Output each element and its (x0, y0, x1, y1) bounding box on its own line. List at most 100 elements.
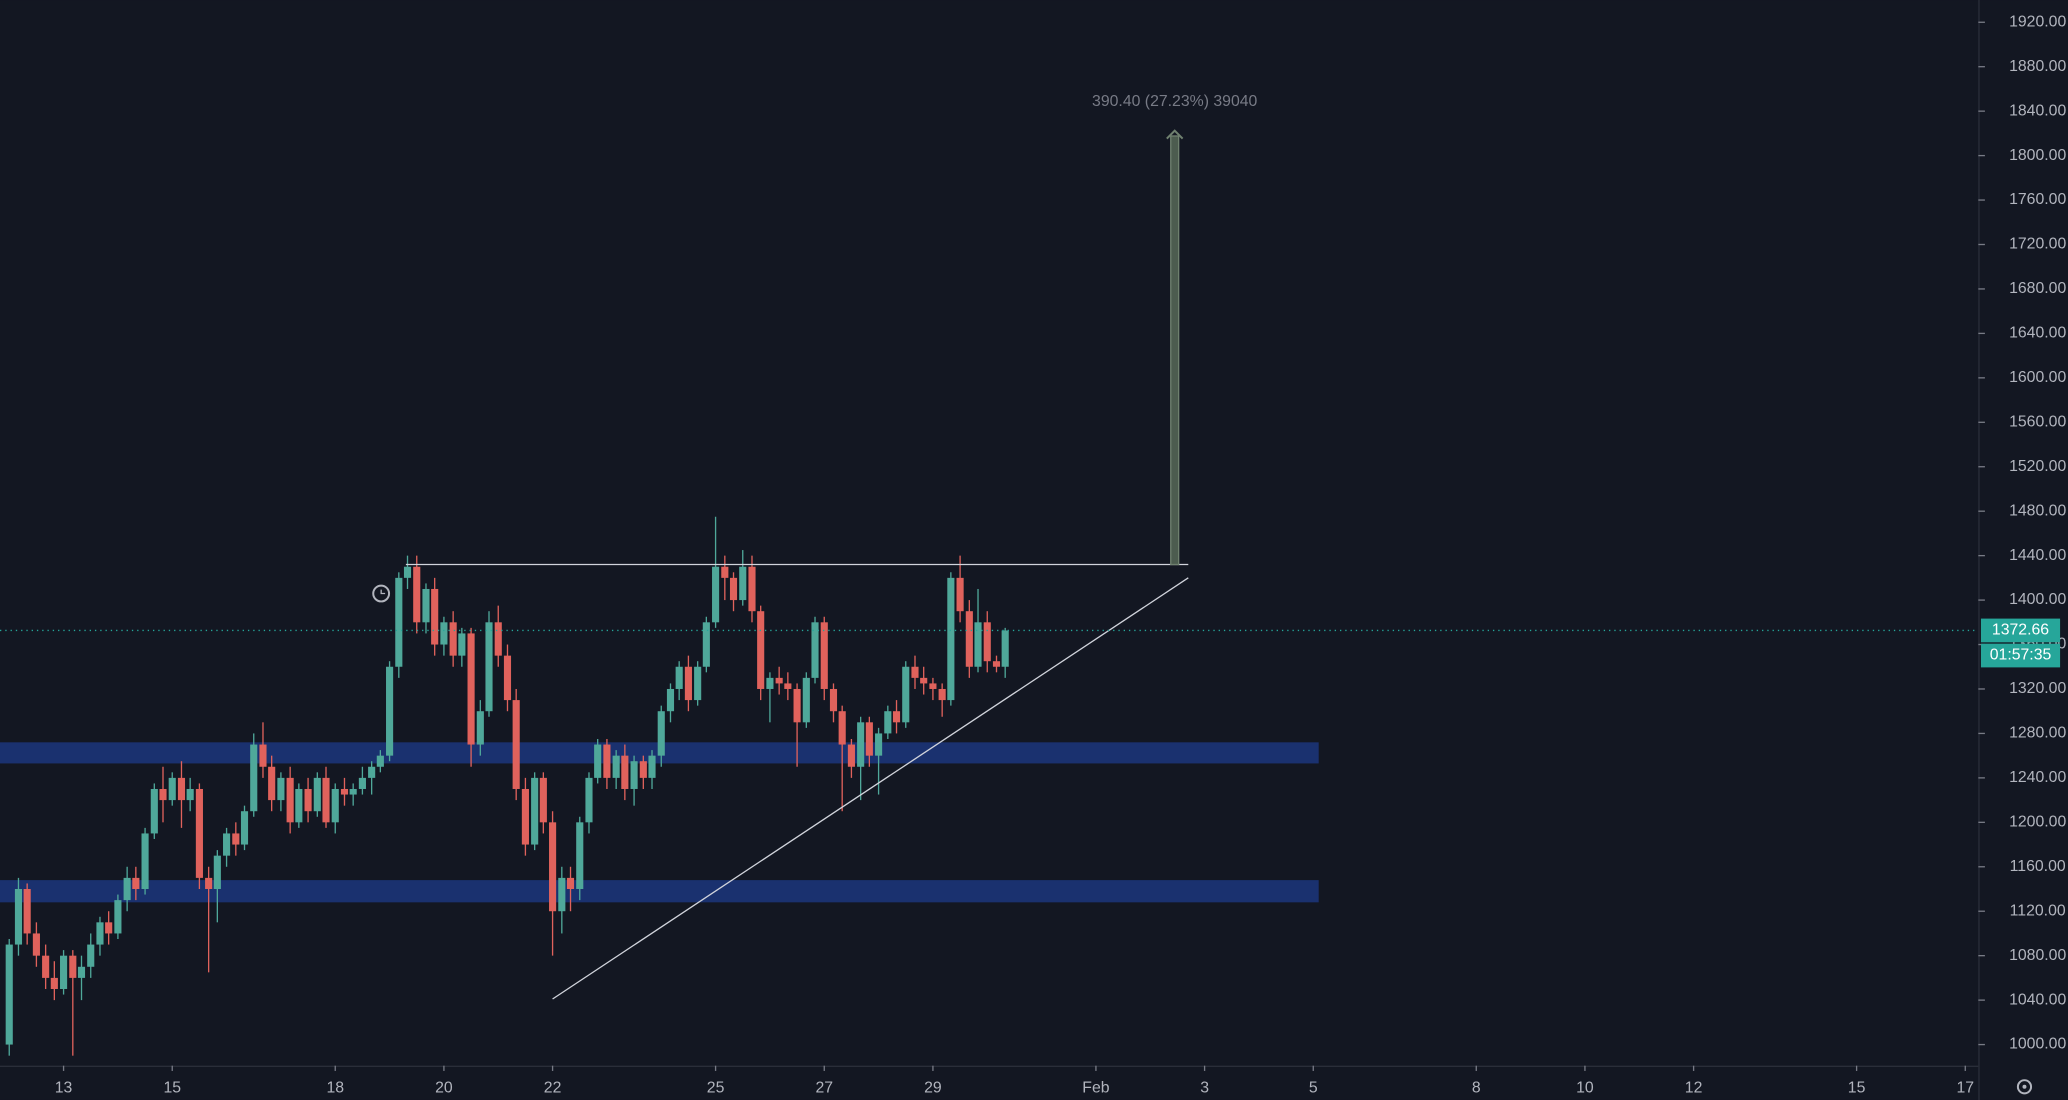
candle-body (739, 566, 747, 601)
y-tick-label: 1560.00 (2009, 413, 2066, 430)
y-tick-label: 1320.00 (2009, 680, 2066, 697)
candle-body (857, 722, 865, 767)
y-tick-label: 1880.00 (2009, 58, 2066, 75)
candle-body (793, 688, 801, 723)
last-price-label: 1372.66 (1992, 622, 2049, 639)
candle-body (721, 566, 729, 578)
y-tick-label: 1000.00 (2009, 1036, 2066, 1053)
candle-body (358, 777, 366, 789)
measure-arrow (1170, 135, 1180, 566)
y-tick-label: 1120.00 (2010, 902, 2066, 919)
y-tick-label: 1040.00 (2009, 991, 2066, 1008)
y-tick-label: 1520.00 (2009, 458, 2066, 475)
candle-body (14, 888, 23, 945)
candle-body (349, 788, 357, 795)
y-tick-label: 1080.00 (2009, 947, 2066, 964)
candle-body (395, 577, 403, 667)
x-tick-label: 15 (163, 1079, 181, 1096)
candle-body (811, 622, 819, 678)
candle-body (386, 666, 394, 756)
candle-body (368, 766, 376, 778)
x-tick-label: 17 (1956, 1079, 1974, 1096)
candle-body (123, 877, 131, 901)
candle-body (884, 711, 892, 734)
candle-body (376, 755, 384, 767)
candle-body (114, 900, 122, 934)
y-tick-label: 1600.00 (2009, 369, 2066, 386)
candle-body (666, 688, 675, 712)
x-tick-label: 20 (435, 1079, 453, 1096)
candle-body (268, 766, 276, 801)
candle-body (413, 566, 421, 623)
candle-body (865, 722, 873, 756)
x-tick-label: 5 (1309, 1079, 1318, 1096)
candle-body (594, 744, 602, 778)
candle-body (277, 777, 285, 801)
candle-body (974, 622, 982, 667)
candle-body (675, 666, 683, 689)
candle-body (630, 761, 638, 789)
candle-body (585, 777, 593, 823)
candle-body (965, 611, 973, 667)
candle-body (820, 622, 828, 689)
x-tick-label: Feb (1082, 1079, 1109, 1096)
candle-body (802, 677, 810, 723)
candle-body (875, 733, 883, 756)
x-tick-label: 13 (55, 1079, 73, 1096)
last-price-box (1980, 618, 2061, 643)
candle-body (331, 788, 339, 823)
candle-body (42, 955, 50, 978)
candle-body (485, 622, 493, 712)
trend-line (552, 577, 1189, 1000)
candle-body (159, 788, 167, 801)
y-tick-label: 1200.00 (2009, 813, 2066, 830)
settings-icon[interactable] (2016, 1079, 2033, 1095)
candle-body (829, 688, 838, 712)
x-tick-label: 10 (1576, 1079, 1594, 1096)
candle-body (531, 777, 539, 845)
candle-body (50, 977, 58, 990)
candle-body (1001, 630, 1009, 667)
candle-body (603, 744, 611, 778)
candle-body (838, 711, 846, 745)
candle-body (422, 588, 430, 623)
candle-body (87, 944, 95, 967)
candle-body (449, 622, 457, 656)
candle-body (150, 788, 158, 834)
candle-body (694, 666, 702, 701)
y-tick-label: 1800.00 (2009, 147, 2066, 164)
candle-body (69, 955, 77, 978)
y-tick-label: 1760.00 (2009, 191, 2066, 208)
x-tick-label: 12 (1685, 1079, 1703, 1096)
candle-body (892, 711, 901, 723)
candle-body (232, 833, 240, 845)
candle-body (702, 622, 710, 667)
y-tick-label: 1280.00 (2009, 725, 2066, 742)
candle-body (77, 966, 86, 978)
candle-body (621, 755, 629, 789)
candle-body (911, 666, 919, 678)
x-tick-label: 27 (815, 1079, 833, 1096)
candle-body (920, 677, 928, 684)
x-tick-label: 3 (1200, 1079, 1209, 1096)
candle-body (431, 588, 439, 645)
candle-body (322, 777, 330, 823)
y-tick-label: 1840.00 (2009, 102, 2066, 119)
candle-body (729, 577, 738, 601)
candle-body (141, 833, 149, 889)
candle-body (23, 888, 31, 934)
candle-body (566, 877, 575, 889)
price-zone (0, 880, 1319, 903)
countdown-box (1980, 643, 2061, 668)
y-tick-label: 1240.00 (2009, 769, 2066, 786)
candle-body (132, 877, 140, 889)
candle-body (286, 777, 294, 823)
candle-body (775, 677, 783, 684)
y-tick-label: 1400.00 (2009, 591, 2066, 608)
candle-body (757, 611, 765, 689)
x-tick-label: 25 (707, 1079, 725, 1096)
candle-body (240, 811, 249, 845)
alarm-icon[interactable] (372, 584, 391, 603)
